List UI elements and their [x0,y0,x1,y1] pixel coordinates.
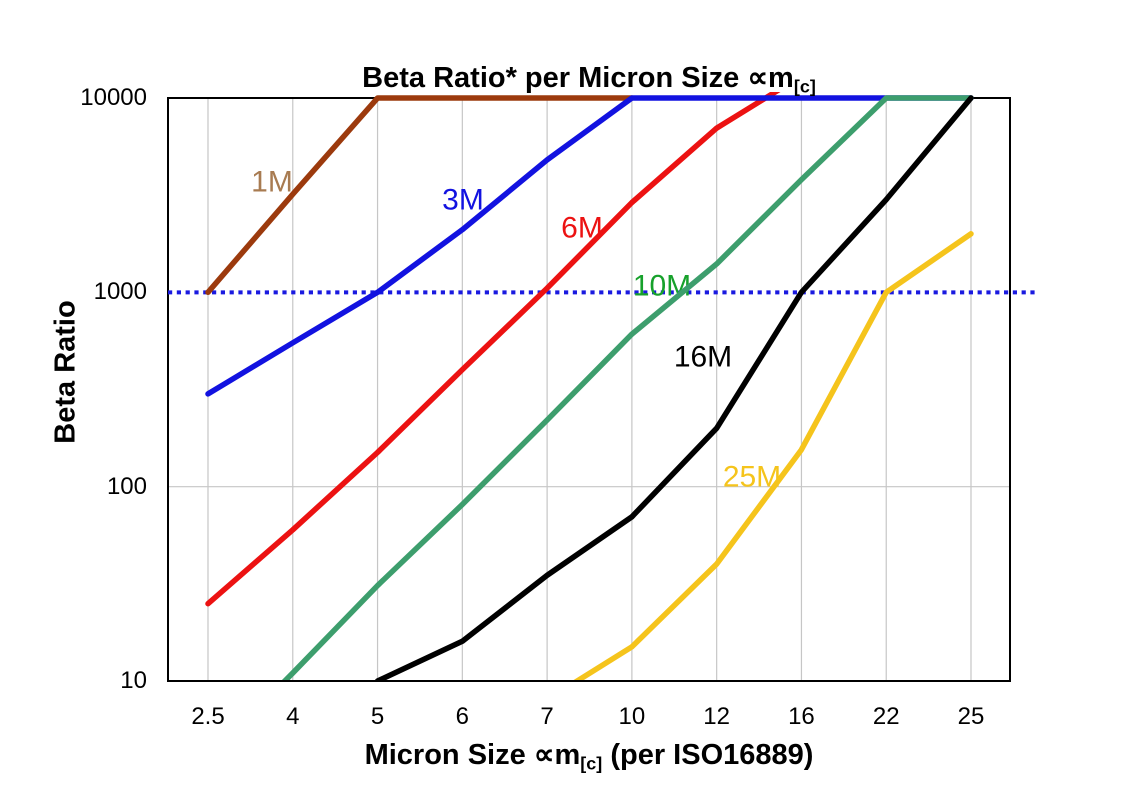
x-tick-label: 2.5 [191,703,225,730]
y-tick-label: 10 [120,667,147,694]
y-tick-label: 1000 [93,278,147,306]
x-axis-title: Micron Size ∝m[c] (per ISO16889) [148,737,1030,774]
series-line-1M [205,95,635,296]
series-label-10M: 10M [633,270,691,303]
micron-symbol: ∝m [747,62,794,94]
series-line-10M [281,95,974,680]
series-line-25M [573,231,974,680]
chart-title-subscript: [c] [793,76,816,97]
x-axis-title-subscript: [c] [580,753,603,774]
series-label-16M: 16M [674,341,732,374]
chart-title-text: Beta Ratio* per Micron Size [362,62,748,94]
x-tick-label: 25 [957,703,985,730]
micron-symbol: ∝m [533,739,581,771]
series-label-3M: 3M [442,184,484,217]
series-line-16M [375,95,974,680]
x-tick-label: 7 [540,703,554,730]
x-tick-label: 12 [703,703,730,730]
plot-frame [167,97,1011,682]
y-tick-label: 10000 [80,84,147,111]
y-axis-title: Beta Ratio [49,300,82,444]
x-tick-label: 16 [788,703,815,730]
x-tick-label: 6 [455,703,469,730]
x-tick-label: 22 [872,703,900,730]
x-axis-title-suffix: (per ISO16889) [602,739,814,771]
x-tick-label: 5 [370,703,385,730]
x-axis-title-text: Micron Size [364,739,534,771]
series-label-1M: 1M [251,166,293,199]
y-tick-label: 100 [106,472,147,500]
x-tick-label: 10 [618,703,646,730]
series-line-6M [205,92,781,607]
series-line-3M [205,95,974,397]
chart-title: Beta Ratio* per Micron Size ∝m[c] [148,60,1030,97]
x-tick-label: 4 [286,703,300,730]
